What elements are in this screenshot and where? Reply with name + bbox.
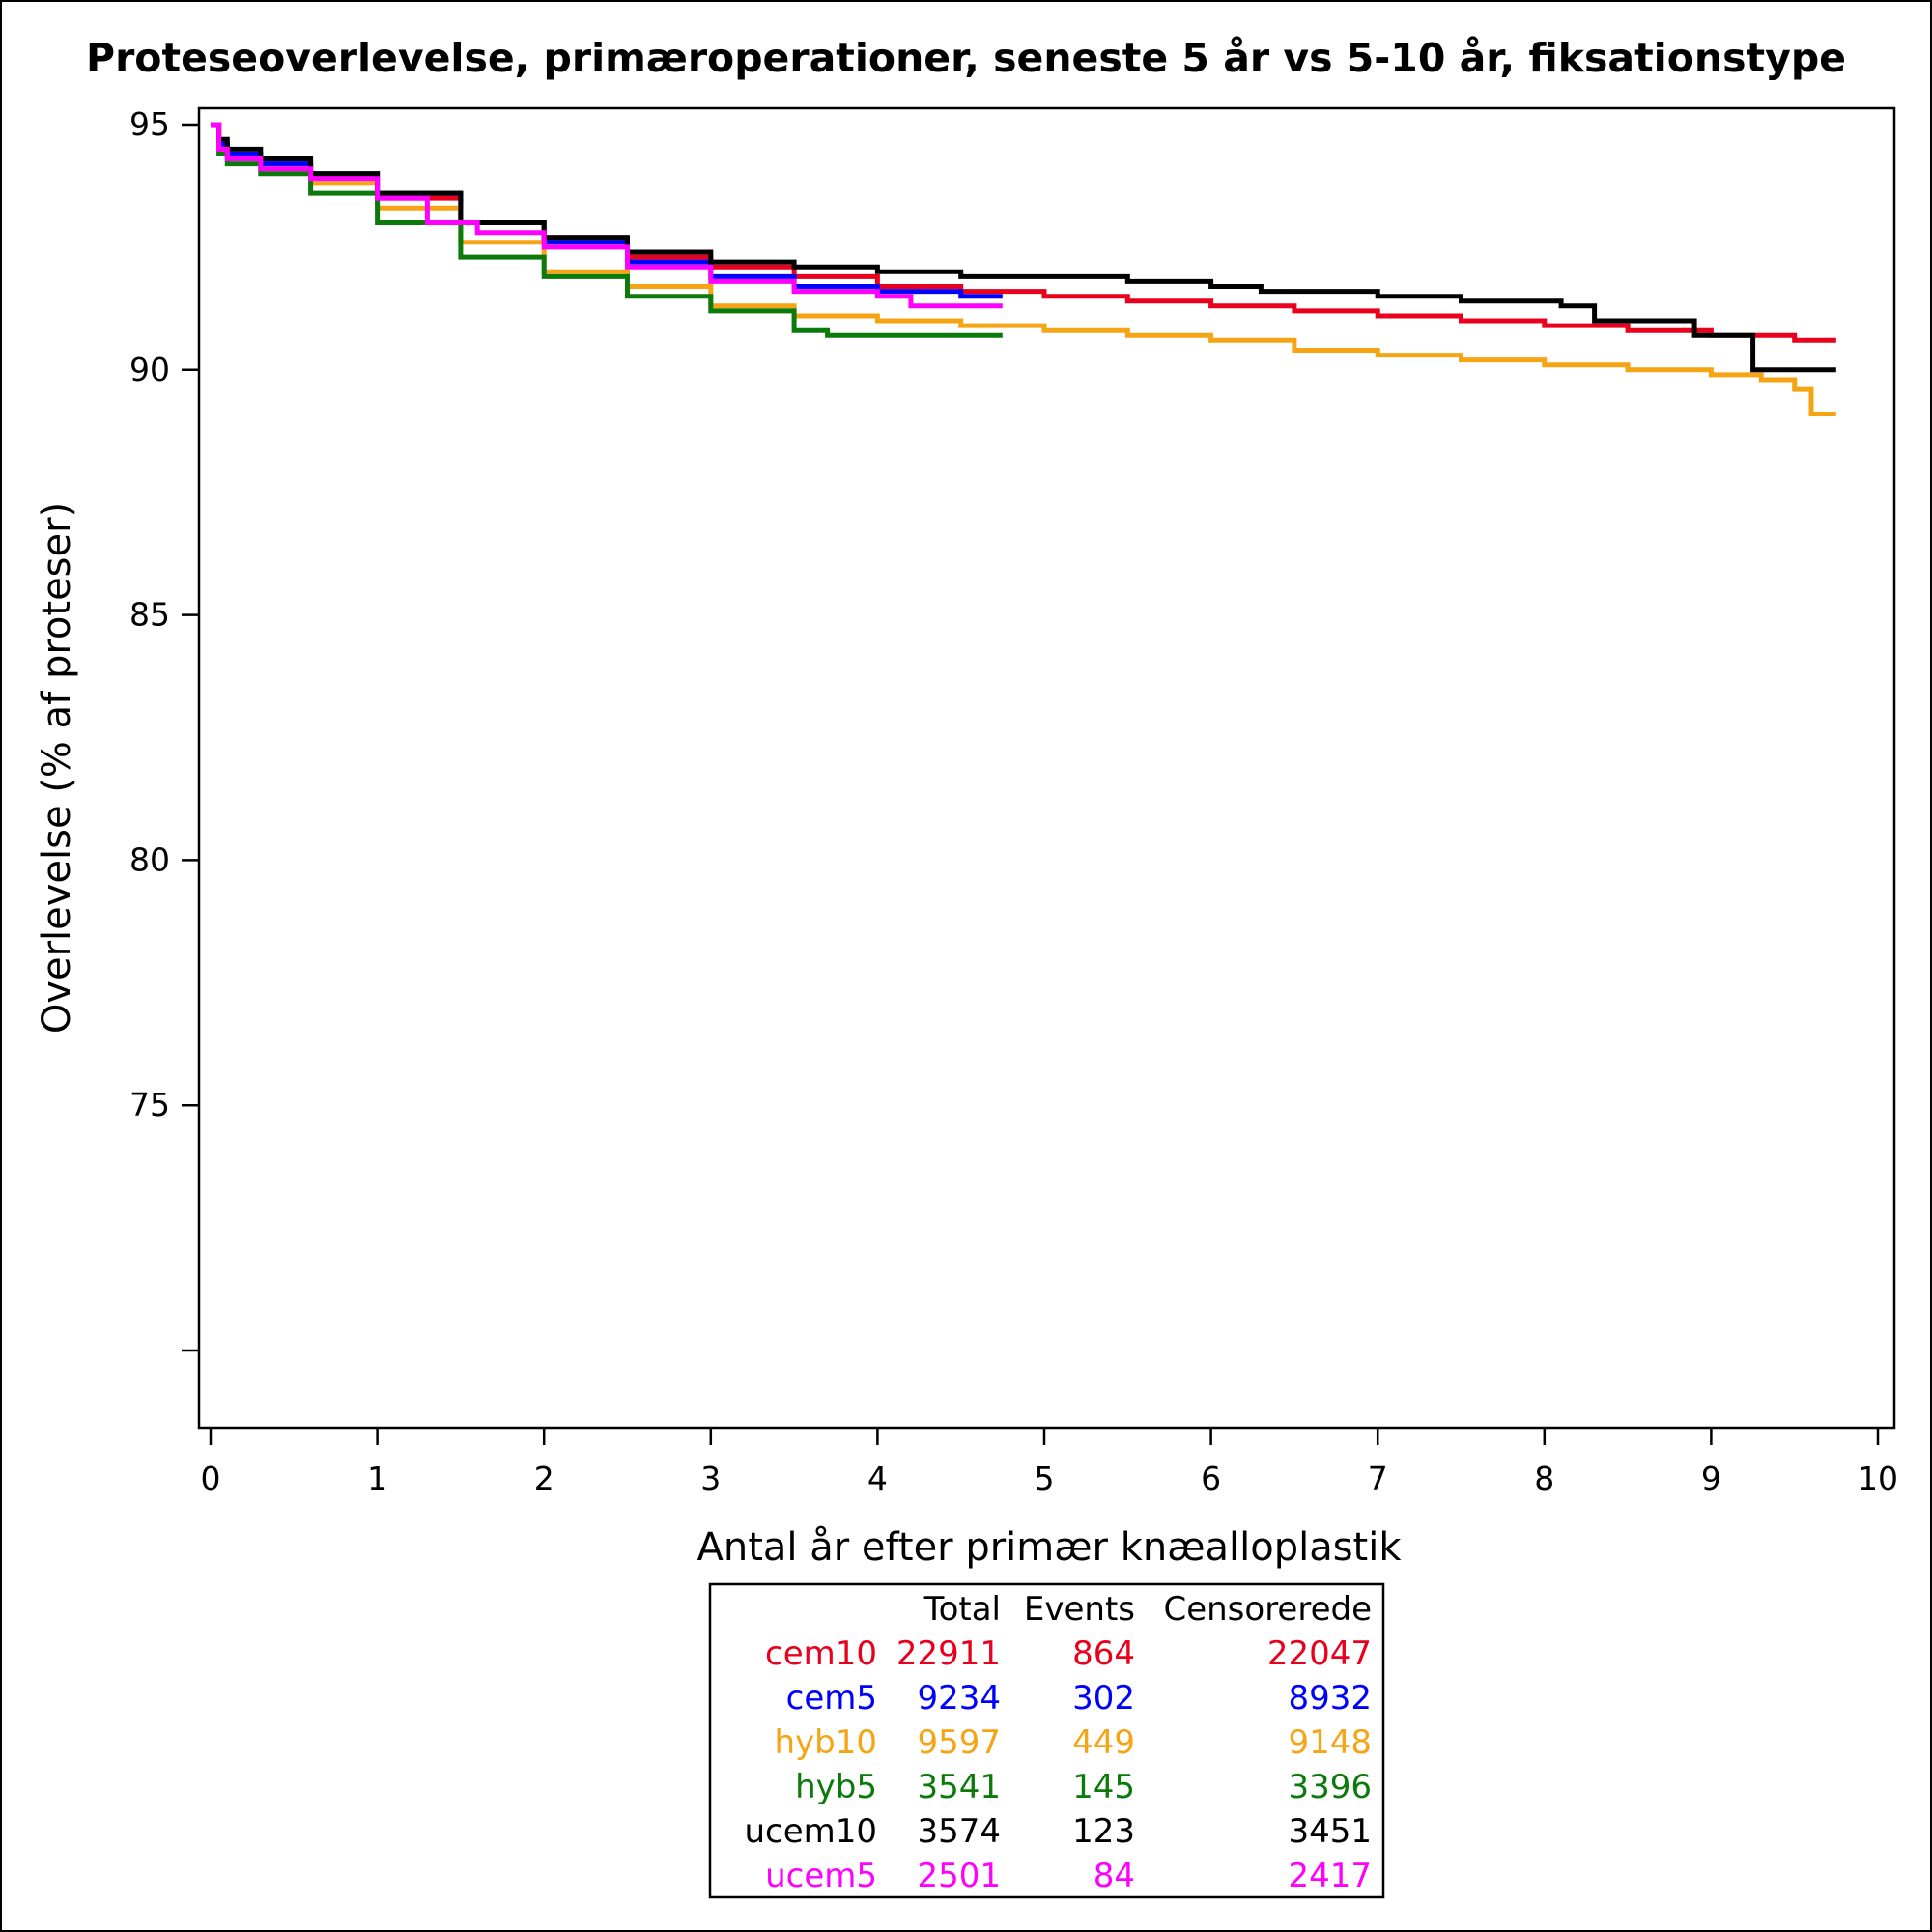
series-line-hyb5 — [211, 122, 1003, 338]
series-line-ucem5 — [211, 122, 1003, 309]
legend-header: Total — [923, 1590, 1001, 1629]
x-tick-label: 2 — [534, 1460, 554, 1497]
legend-cell-events: 302 — [1072, 1679, 1135, 1718]
legend-cell-censored: 22047 — [1267, 1634, 1372, 1673]
legend-cell-censored: 3451 — [1288, 1812, 1372, 1851]
legend-header: Censorerede — [1163, 1590, 1372, 1629]
legend-cell-censored: 8932 — [1288, 1679, 1372, 1718]
legend-cell-name: cem10 — [765, 1634, 877, 1673]
legend-cell-events: 145 — [1072, 1768, 1135, 1806]
x-tick-label: 0 — [201, 1460, 221, 1497]
x-tick-label: 6 — [1201, 1460, 1221, 1497]
x-tick-label: 10 — [1858, 1460, 1898, 1497]
chart-title: Proteseoverlevelse, primæroperationer, s… — [86, 35, 1846, 81]
legend-cell-total: 9234 — [917, 1679, 1001, 1718]
plot-area — [197, 106, 1896, 1430]
y-tick-label: 90 — [129, 351, 170, 388]
y-tick-label: 95 — [129, 105, 170, 143]
series-line-hyb10 — [211, 122, 1836, 416]
series-line-ucem10 — [211, 122, 1836, 373]
x-tick-label: 4 — [867, 1460, 888, 1497]
x-axis-title: Antal år efter primær knæalloplastik — [696, 1525, 1402, 1570]
x-tick-label: 8 — [1534, 1460, 1554, 1497]
x-tick-label: 7 — [1368, 1460, 1388, 1497]
legend-cell-events: 84 — [1094, 1857, 1135, 1895]
y-axis: 95 90 85 80 75 — [129, 105, 199, 1352]
legend-cell-name: ucem10 — [744, 1812, 877, 1851]
legend-cell-total: 3574 — [917, 1812, 1001, 1851]
legend-table: Total Events Censorerede cem10 22911 864 22047… — [708, 1582, 1385, 1899]
legend-cell-events: 123 — [1072, 1812, 1135, 1851]
legend-box — [708, 1582, 1385, 1899]
x-tick-label: 9 — [1701, 1460, 1721, 1497]
legend-cell-events: 864 — [1072, 1634, 1135, 1673]
legend-cell-total: 22911 — [896, 1634, 1001, 1673]
legend-cell-name: cem5 — [786, 1679, 877, 1718]
x-tick-label: 5 — [1035, 1460, 1055, 1497]
y-axis-title: Overlevelse (% af proteser) — [35, 502, 79, 1034]
legend-cell-total: 2501 — [917, 1857, 1001, 1895]
legend-cell-total: 3541 — [917, 1768, 1001, 1806]
legend-header: Events — [1024, 1590, 1135, 1629]
legend-cell-censored: 2417 — [1288, 1857, 1372, 1895]
x-axis: 0 1 2 3 4 5 6 7 8 9 10 — [201, 1428, 1898, 1497]
legend-cell-name: hyb10 — [774, 1723, 877, 1762]
series-layer — [211, 122, 1836, 416]
legend-cell-name: hyb5 — [795, 1768, 877, 1806]
y-tick-label: 80 — [129, 840, 170, 878]
legend-cell-censored: 3396 — [1288, 1768, 1372, 1806]
x-tick-label: 3 — [700, 1460, 721, 1497]
legend-cell-name: ucem5 — [765, 1857, 877, 1895]
legend-cell-total: 9597 — [917, 1723, 1001, 1762]
y-tick-label: 75 — [129, 1086, 170, 1123]
y-tick-label: 85 — [129, 596, 170, 634]
legend-cell-events: 449 — [1072, 1723, 1135, 1762]
x-tick-label: 1 — [367, 1460, 387, 1497]
legend-cell-censored: 9148 — [1288, 1723, 1372, 1762]
